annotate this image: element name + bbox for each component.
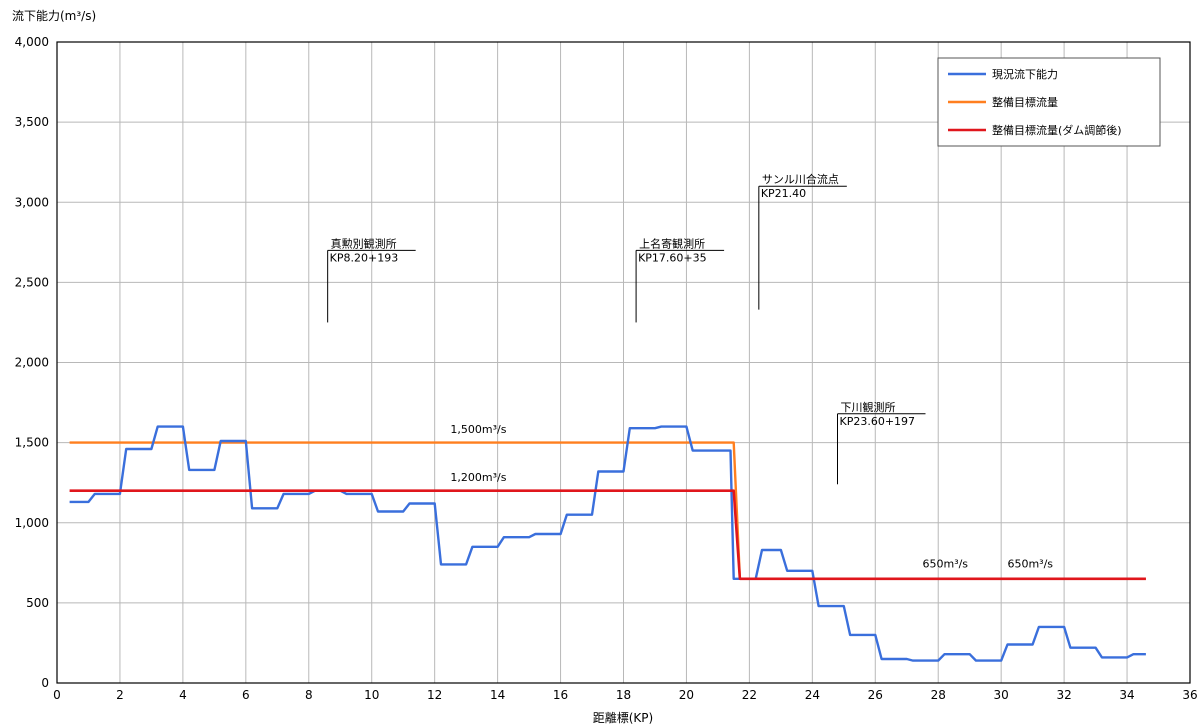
series-lines: [69, 425, 1146, 662]
x-tick-label: 12: [427, 688, 442, 702]
x-tick-label: 18: [616, 688, 631, 702]
x-tick-label: 2: [116, 688, 124, 702]
x-tick-label: 8: [305, 688, 313, 702]
annotation-kp: KP17.60+35: [638, 251, 707, 264]
y-tick-label: 3,000: [15, 195, 49, 209]
annotation-title: 上名寄観測所: [639, 236, 705, 250]
x-tick-label: 6: [242, 688, 250, 702]
value-labels: 1,500m³/s 1,200m³/s 650m³/s 650m³/s: [450, 423, 1053, 571]
annotation-title: 下川観測所: [841, 400, 896, 414]
x-tick-label: 32: [1056, 688, 1071, 702]
value-label: 1,200m³/s: [450, 471, 506, 484]
x-tick-label: 16: [553, 688, 568, 702]
annotation-kp: KP8.20+193: [330, 251, 399, 264]
series-line-1: [69, 425, 1146, 662]
x-tick-label: 26: [868, 688, 883, 702]
plot-border: [56, 41, 1191, 684]
y-axis-title: 流下能力(m³/s): [12, 9, 96, 23]
x-tick-label: 4: [179, 688, 187, 702]
annotations: 真勲別観測所KP8.20+193上名寄観測所KP17.60+35サンル川合流点K…: [327, 172, 926, 485]
series-line-3: [69, 489, 1146, 581]
x-tick-label: 24: [805, 688, 820, 702]
x-tick-label: 30: [994, 688, 1009, 702]
y-tick-label: 500: [26, 596, 49, 610]
y-tick-label: 2,500: [15, 275, 49, 289]
legend-label: 整備目標流量: [992, 95, 1058, 109]
y-tick-label: 1,000: [15, 516, 49, 530]
x-axis-title: 距離標(KP): [593, 711, 653, 725]
value-label: 650m³/s: [1007, 558, 1053, 571]
x-tick-label: 10: [364, 688, 379, 702]
y-tick-labels: 0 500 1,000 1,500 2,000 2,500 3,000 3,500 4,000: [15, 35, 49, 690]
annotation-title: サンル川合流点: [762, 172, 839, 186]
x-tick-label: 36: [1182, 688, 1197, 702]
x-tick-label: 28: [931, 688, 946, 702]
y-tick-label: 4,000: [15, 35, 49, 49]
y-tick-label: 3,500: [15, 115, 49, 129]
x-tick-label: 14: [490, 688, 505, 702]
annotation-kp: KP21.40: [761, 187, 806, 200]
legend-label: 現況流下能力: [992, 67, 1058, 81]
x-tick-label: 34: [1119, 688, 1134, 702]
legend-label: 整備目標流量(ダム調節後): [992, 123, 1122, 137]
annotation-title: 真勲別観測所: [331, 236, 397, 250]
value-label: 1,500m³/s: [450, 423, 506, 436]
x-tick-label: 0: [53, 688, 61, 702]
y-tick-label: 0: [41, 676, 49, 690]
x-tick-label: 22: [742, 688, 757, 702]
x-tick-labels: 0 2 4 6 8 10 12 14 16 18 20 22 24 26 28 30 32 34 36: [53, 688, 1197, 702]
y-tick-label: 1,500: [15, 436, 49, 450]
value-label: 650m³/s: [922, 558, 968, 571]
annotation-kp: KP23.60+197: [840, 415, 916, 428]
x-tick-label: 20: [679, 688, 694, 702]
y-tick-label: 2,000: [15, 356, 49, 370]
